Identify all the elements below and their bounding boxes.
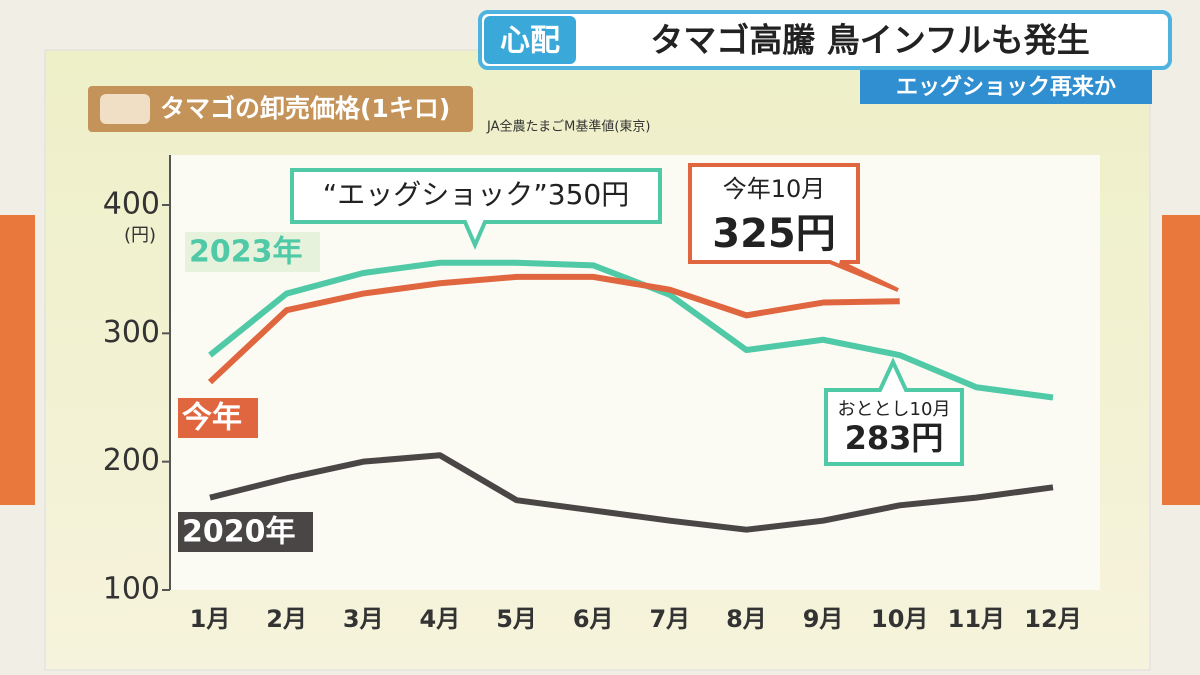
egg-icon bbox=[100, 94, 150, 124]
source: JA全農たまごM基準値(東京) bbox=[486, 119, 650, 135]
series-line bbox=[208, 259, 1054, 401]
x-tick-label: 9月 bbox=[803, 605, 844, 633]
title-box bbox=[88, 86, 473, 132]
annotation: おととし10月 bbox=[838, 399, 951, 420]
x-tick-label: 11月 bbox=[948, 605, 1005, 633]
subline-box bbox=[860, 70, 1152, 104]
x-tick-label: 1月 bbox=[190, 605, 231, 633]
annotation: 325円 bbox=[712, 211, 836, 257]
x-tick-label: 10月 bbox=[871, 605, 928, 633]
series-label-box bbox=[185, 232, 320, 272]
series-label: 2020年 bbox=[182, 515, 296, 550]
side-deco bbox=[1162, 215, 1200, 505]
x-tick-label: 7月 bbox=[649, 605, 690, 633]
annotation: 283円 bbox=[845, 419, 944, 457]
annotation: 今年10月 bbox=[723, 175, 826, 203]
series-label-box bbox=[178, 398, 258, 438]
series-label: 2023年 bbox=[189, 235, 303, 270]
series-label-box bbox=[178, 512, 313, 552]
x-tick-label: 8月 bbox=[726, 605, 767, 633]
x-tick-label: 12月 bbox=[1024, 605, 1081, 633]
x-tick-label: 6月 bbox=[573, 605, 614, 633]
headline: タマゴ高騰 鳥インフルも発生 bbox=[650, 21, 1090, 60]
x-tick-label: 5月 bbox=[496, 605, 537, 633]
x-tick-label: 3月 bbox=[343, 605, 384, 633]
chart-title: タマゴの卸売価格(1キロ) bbox=[160, 94, 450, 123]
annotation: “エッグショック”350円 bbox=[323, 178, 629, 211]
y-unit: (円) bbox=[124, 225, 156, 246]
callout bbox=[290, 168, 662, 251]
side-deco bbox=[0, 215, 35, 505]
headline-box bbox=[478, 10, 1172, 70]
y-tick-label: 200 bbox=[103, 443, 160, 478]
y-tick-label: 100 bbox=[103, 572, 160, 607]
series-line bbox=[209, 452, 1054, 533]
subline: エッグショック再来か bbox=[896, 74, 1116, 100]
badge-box bbox=[484, 16, 576, 64]
y-tick-label: 300 bbox=[103, 315, 160, 350]
x-tick-label: 2月 bbox=[266, 605, 307, 633]
callout bbox=[824, 357, 964, 466]
x-tick-label: 4月 bbox=[420, 605, 461, 633]
callout bbox=[688, 163, 899, 292]
y-tick-label: 400 bbox=[103, 187, 160, 222]
badge: 心配 bbox=[500, 24, 560, 59]
series-line bbox=[207, 273, 900, 385]
series-label: 今年 bbox=[182, 401, 242, 436]
